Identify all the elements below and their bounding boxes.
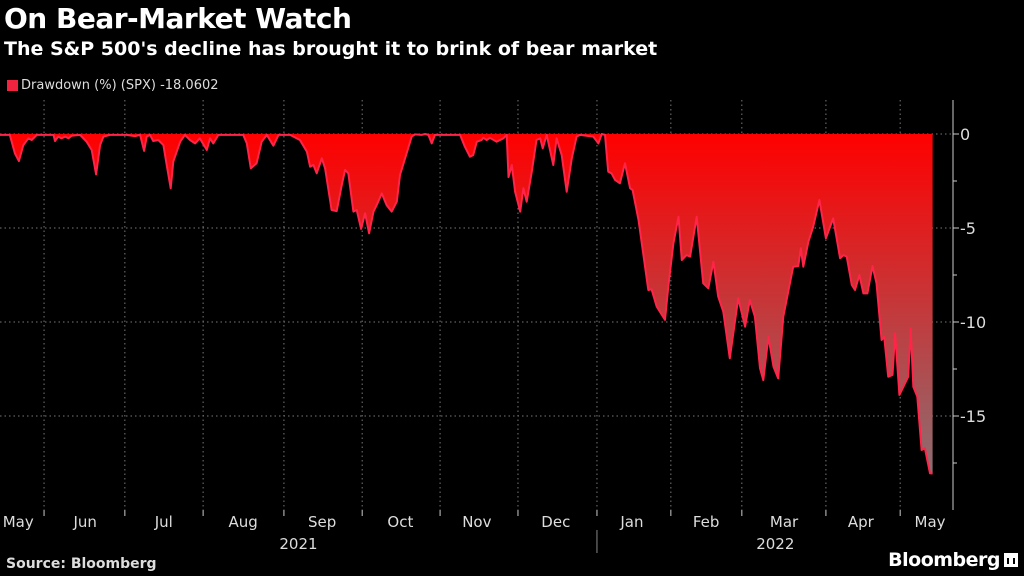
y-tick-label: -5 <box>960 219 976 238</box>
x-tick-label: Oct <box>387 513 413 531</box>
legend: Drawdown (%) (SPX) -18.0602 <box>7 78 219 93</box>
x-tick-label: Aug <box>229 513 258 531</box>
x-tick-label: Apr <box>848 513 875 531</box>
legend-label: Drawdown (%) (SPX) -18.0602 <box>21 78 219 93</box>
x-tick-label: Jun <box>72 513 96 531</box>
y-tick-label: -15 <box>960 407 986 426</box>
x-tick-label: Dec <box>541 513 570 531</box>
year-label: 2021 <box>279 535 317 553</box>
brand-name: Bloomberg <box>888 549 1000 571</box>
chart-title: On Bear-Market Watch <box>4 2 352 35</box>
x-tick-label: May <box>915 513 946 531</box>
x-tick-label: Feb <box>693 513 720 531</box>
y-tick-label: -10 <box>960 313 986 332</box>
source-note: Source: Bloomberg <box>6 556 157 572</box>
x-tick-label: Sep <box>308 513 336 531</box>
x-tick-label: May <box>3 513 34 531</box>
legend-swatch <box>7 80 18 91</box>
axes: 0 -5 -10 -15 May Jun Jul Aug Sep Oct Nov Dec Jan Feb M… <box>3 100 986 553</box>
x-tick-label: Jan <box>619 513 643 531</box>
bloomberg-logo: Bloomberg <box>888 549 1018 571</box>
drawdown-area <box>0 134 933 474</box>
x-tick-label: Jul <box>154 513 173 531</box>
bloomberg-chart-icon <box>1004 553 1018 567</box>
x-tick-label: Nov <box>462 513 491 531</box>
year-label: 2022 <box>756 535 794 553</box>
drawdown-line <box>0 133 933 475</box>
chart-subtitle: The S&P 500's decline has brought it to … <box>4 38 658 60</box>
x-tick-label: Mar <box>770 513 799 531</box>
y-tick-label: 0 <box>960 125 970 144</box>
